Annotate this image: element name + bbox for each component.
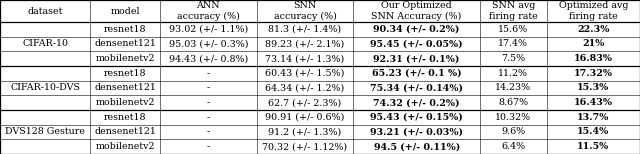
Text: densenet121: densenet121 [94,83,156,93]
Text: 11.5%: 11.5% [577,142,609,151]
Text: SNN avg
firing rate: SNN avg firing rate [489,1,538,21]
Text: 94.5 (+/- 0.11%): 94.5 (+/- 0.11%) [374,142,460,151]
Text: 10.32%: 10.32% [495,113,531,122]
Text: 7.5%: 7.5% [501,54,525,63]
Text: 13.7%: 13.7% [577,113,609,122]
Text: resnet18: resnet18 [104,69,147,78]
Text: 94.43 (+/- 0.8%): 94.43 (+/- 0.8%) [169,54,248,63]
Text: Optimized avg
firing rate: Optimized avg firing rate [559,1,628,21]
Text: 73.14 (+/- 1.3%): 73.14 (+/- 1.3%) [266,54,344,63]
Text: 22.3%: 22.3% [577,25,609,34]
Text: 92.31 (+/- 0.1%): 92.31 (+/- 0.1%) [374,54,460,63]
Text: 17.4%: 17.4% [499,39,529,49]
Text: -: - [207,113,210,122]
Text: ANN
accuracy (%): ANN accuracy (%) [177,1,240,21]
Text: dataset: dataset [28,6,63,16]
Text: Our Optimized
SNN Accuracy (%): Our Optimized SNN Accuracy (%) [371,1,462,21]
Text: 15.4%: 15.4% [577,128,609,136]
Text: 21%: 21% [582,39,605,49]
Text: 60.43 (+/- 1.5%): 60.43 (+/- 1.5%) [266,69,345,78]
Text: 62.7 (+/- 2.3%): 62.7 (+/- 2.3%) [268,98,342,107]
Text: -: - [207,98,210,107]
Text: 93.21 (+/- 0.03%): 93.21 (+/- 0.03%) [370,128,463,136]
Text: 91.2 (+/- 1.3%): 91.2 (+/- 1.3%) [268,128,342,136]
Text: 16.43%: 16.43% [574,98,613,107]
Text: 16.83%: 16.83% [574,54,613,63]
Text: 15.6%: 15.6% [498,25,529,34]
Text: DVS128 Gesture: DVS128 Gesture [5,128,85,136]
Text: 17.32%: 17.32% [574,69,613,78]
Text: 75.34 (+/- 0.14%): 75.34 (+/- 0.14%) [370,83,463,93]
Text: 11.2%: 11.2% [499,69,529,78]
Text: 95.45 (+/- 0.05%): 95.45 (+/- 0.05%) [371,39,463,49]
Text: 8.67%: 8.67% [499,98,529,107]
Text: 95.03 (+/- 0.3%): 95.03 (+/- 0.3%) [168,39,248,49]
Text: 95.43 (+/- 0.15%): 95.43 (+/- 0.15%) [371,113,463,122]
Text: 90.34 (+/- 0.2%): 90.34 (+/- 0.2%) [374,25,460,34]
Text: -: - [207,142,210,151]
Text: densenet121: densenet121 [94,128,156,136]
Text: 15.3%: 15.3% [577,83,609,93]
Text: -: - [207,83,210,93]
Text: -: - [207,128,210,136]
Text: SNN
accuracy (%): SNN accuracy (%) [273,1,337,21]
Text: mobilenetv2: mobilenetv2 [95,98,155,107]
Text: 6.4%: 6.4% [501,142,525,151]
Text: 14.23%: 14.23% [495,83,531,93]
Text: CIFAR-10-DVS: CIFAR-10-DVS [10,83,80,93]
Text: mobilenetv2: mobilenetv2 [95,142,155,151]
Text: 9.6%: 9.6% [501,128,525,136]
Text: 90.91 (+/- 0.6%): 90.91 (+/- 0.6%) [266,113,345,122]
Text: mobilenetv2: mobilenetv2 [95,54,155,63]
Text: densenet121: densenet121 [94,39,156,49]
Text: 65.23 (+/- 0.1 %): 65.23 (+/- 0.1 %) [372,69,461,78]
Text: 74.32 (+/- 0.2%): 74.32 (+/- 0.2%) [373,98,460,107]
Text: 64.34 (+/- 1.2%): 64.34 (+/- 1.2%) [266,83,344,93]
Text: resnet18: resnet18 [104,113,147,122]
Text: resnet18: resnet18 [104,25,147,34]
Text: 81.3 (+/- 1.4%): 81.3 (+/- 1.4%) [268,25,342,34]
Text: 89.23 (+/- 2.1%): 89.23 (+/- 2.1%) [266,39,344,49]
Text: 70.32 (+/- 1.12%): 70.32 (+/- 1.12%) [262,142,348,151]
Text: CIFAR-10: CIFAR-10 [22,39,68,49]
Text: -: - [207,69,210,78]
Text: model: model [110,6,140,16]
Text: 93.02 (+/- 1.1%): 93.02 (+/- 1.1%) [169,25,248,34]
